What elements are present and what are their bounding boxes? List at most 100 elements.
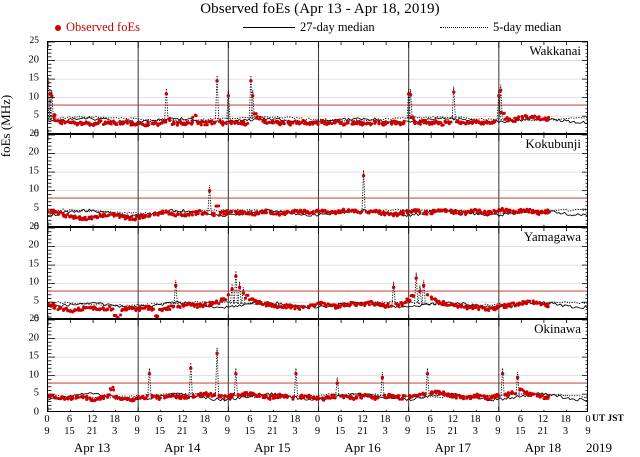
x-tick-jst: 3 [382,425,388,437]
x-tick-ut: 12 [537,414,549,425]
x-day-label: Apr 17 [434,440,471,455]
plot-area: Wakkanai Kokubunji Yamagawa Okinawa [47,41,588,412]
ut-label: UT [592,414,606,424]
x-tick-ut: 0 [44,414,50,425]
x-tick-label: 6 15 [64,414,75,437]
x-tick-jst: 9 [134,425,140,437]
x-tick-jst: 9 [224,425,230,437]
chart-title: Observed foEs (Apr 13 - Apr 18, 2019) [200,1,440,17]
x-tick-label: 6 15 [515,414,526,437]
y-tick-label: 15 [28,258,40,270]
station-label: Yamagawa [523,228,581,244]
y-tick-label: 0 [33,221,39,232]
x-tick-label: 6 15 [335,414,346,437]
x-tick-ut: 18 [109,414,120,425]
x-tick-jst: 15 [154,425,165,437]
legend-median27: 27-day median [243,20,375,35]
chart-panel-okinawa: Okinawa [47,319,588,412]
legend-observed-label: Observed foEs [66,20,140,34]
x-tick-label: 18 3 [470,414,481,437]
x-tick-jst: 3 [472,425,478,437]
x-tick-ut: 0 [224,414,230,425]
x-axis-unit-labels: UT JST [592,414,624,426]
legend-median5-label: 5-day median [493,20,562,34]
y-tick-label: 5 [33,387,39,399]
solid-line-icon [243,27,295,28]
y-tick-label: 20 [28,332,40,344]
y-tick-label: 15 [28,350,40,362]
x-tick-ut: 6 [157,414,163,425]
y-tick-label: 25 [29,36,40,46]
x-day-label: Apr 14 [164,440,201,455]
x-day-label: Apr 13 [73,440,111,455]
x-tick-jst: 21 [86,425,98,437]
y-tick-label: 0 [33,128,39,140]
x-tick-jst: 15 [424,425,436,437]
y-tick-label: 20 [28,239,40,251]
y-tick-label: 10 [28,369,40,381]
x-tick-ut: 12 [267,414,278,425]
dotted-line-icon [440,27,488,28]
x-tick-jst: 15 [334,425,346,437]
x-tick-label: 6 15 [154,414,165,437]
x-tick-ut: 18 [199,414,211,425]
x-tick-jst: 9 [495,425,501,437]
legend-median27-label: 27-day median [300,20,375,34]
x-tick-ut: 18 [289,414,301,425]
y-tick-label: 20 [28,146,40,158]
x-tick-ut: 0 [405,414,411,425]
x-tick-jst: 21 [267,425,278,437]
chart-panel-kokubunji: Kokubunji [47,133,588,227]
x-tick-jst: 15 [515,425,526,437]
x-tick-label: 12 21 [538,414,549,437]
y-tick-label: 20 [28,54,40,66]
x-tick-label: 18 3 [109,414,120,437]
x-tick-label: 18 3 [200,414,211,437]
y-tick-label: 0 [33,406,39,418]
x-tick-ut: 12 [447,414,459,425]
y-tick-label: 25 [29,221,40,232]
x-tick-ut: 12 [177,414,188,425]
y-tick-label: 10 [28,91,40,103]
y-tick-label: 10 [28,183,40,195]
red-dot-icon [55,24,61,31]
x-tick-jst: 3 [562,425,569,437]
y-tick-label: 10 [28,276,40,288]
x-tick-jst: 21 [447,425,459,437]
x-axis-ticks: 0 9 6 15 12 21 18 3 0 9 6 15 12 21 18 3 0 9 6 15 12 21 18 3 0 9 6 1… [44,414,591,457]
x-day-label: Apr 16 [344,440,381,455]
x-tick-label: 12 21 [267,414,278,437]
year-label: 2019 [586,440,612,455]
x-day-label: Apr 15 [254,440,291,455]
x-tick-label: 12 21 [357,414,368,437]
chart-panel-wakkanai: Wakkanai [47,41,588,134]
x-tick-label: 18 3 [290,414,301,437]
x-tick-ut: 0 [314,414,321,425]
chart-legend: Observed foEs 27-day median 5-day median [0,20,640,36]
x-tick-jst: 9 [585,425,591,437]
station-label: Okinawa [534,321,581,337]
x-tick-jst: 21 [537,425,549,437]
legend-observed: Observed foEs [55,20,140,35]
x-tick-label: 12 21 [448,414,459,437]
y-tick-label: 5 [33,109,39,121]
x-day-label: Apr 18 [524,440,562,455]
x-tick-label: 12 21 [87,414,98,437]
y-tick-label: 15 [28,72,40,84]
x-tick-jst: 15 [244,425,256,437]
station-label: Kokubunji [525,135,581,151]
x-tick-ut: 12 [86,414,98,425]
x-tick-label: 12 21 [177,414,188,437]
x-tick-jst: 3 [112,425,118,437]
x-tick-label: 6 15 [245,414,256,437]
x-tick-jst: 3 [202,425,208,437]
y-axis-ticks: 0 5 10 15 20 25 0 5 10 15 20 25 0 5 10 15 20 25 0 5 10 15 20 25 [0,36,47,418]
x-tick-ut: 6 [247,414,253,425]
x-tick-ut: 18 [379,414,391,425]
legend-median5: 5-day median [440,20,561,35]
